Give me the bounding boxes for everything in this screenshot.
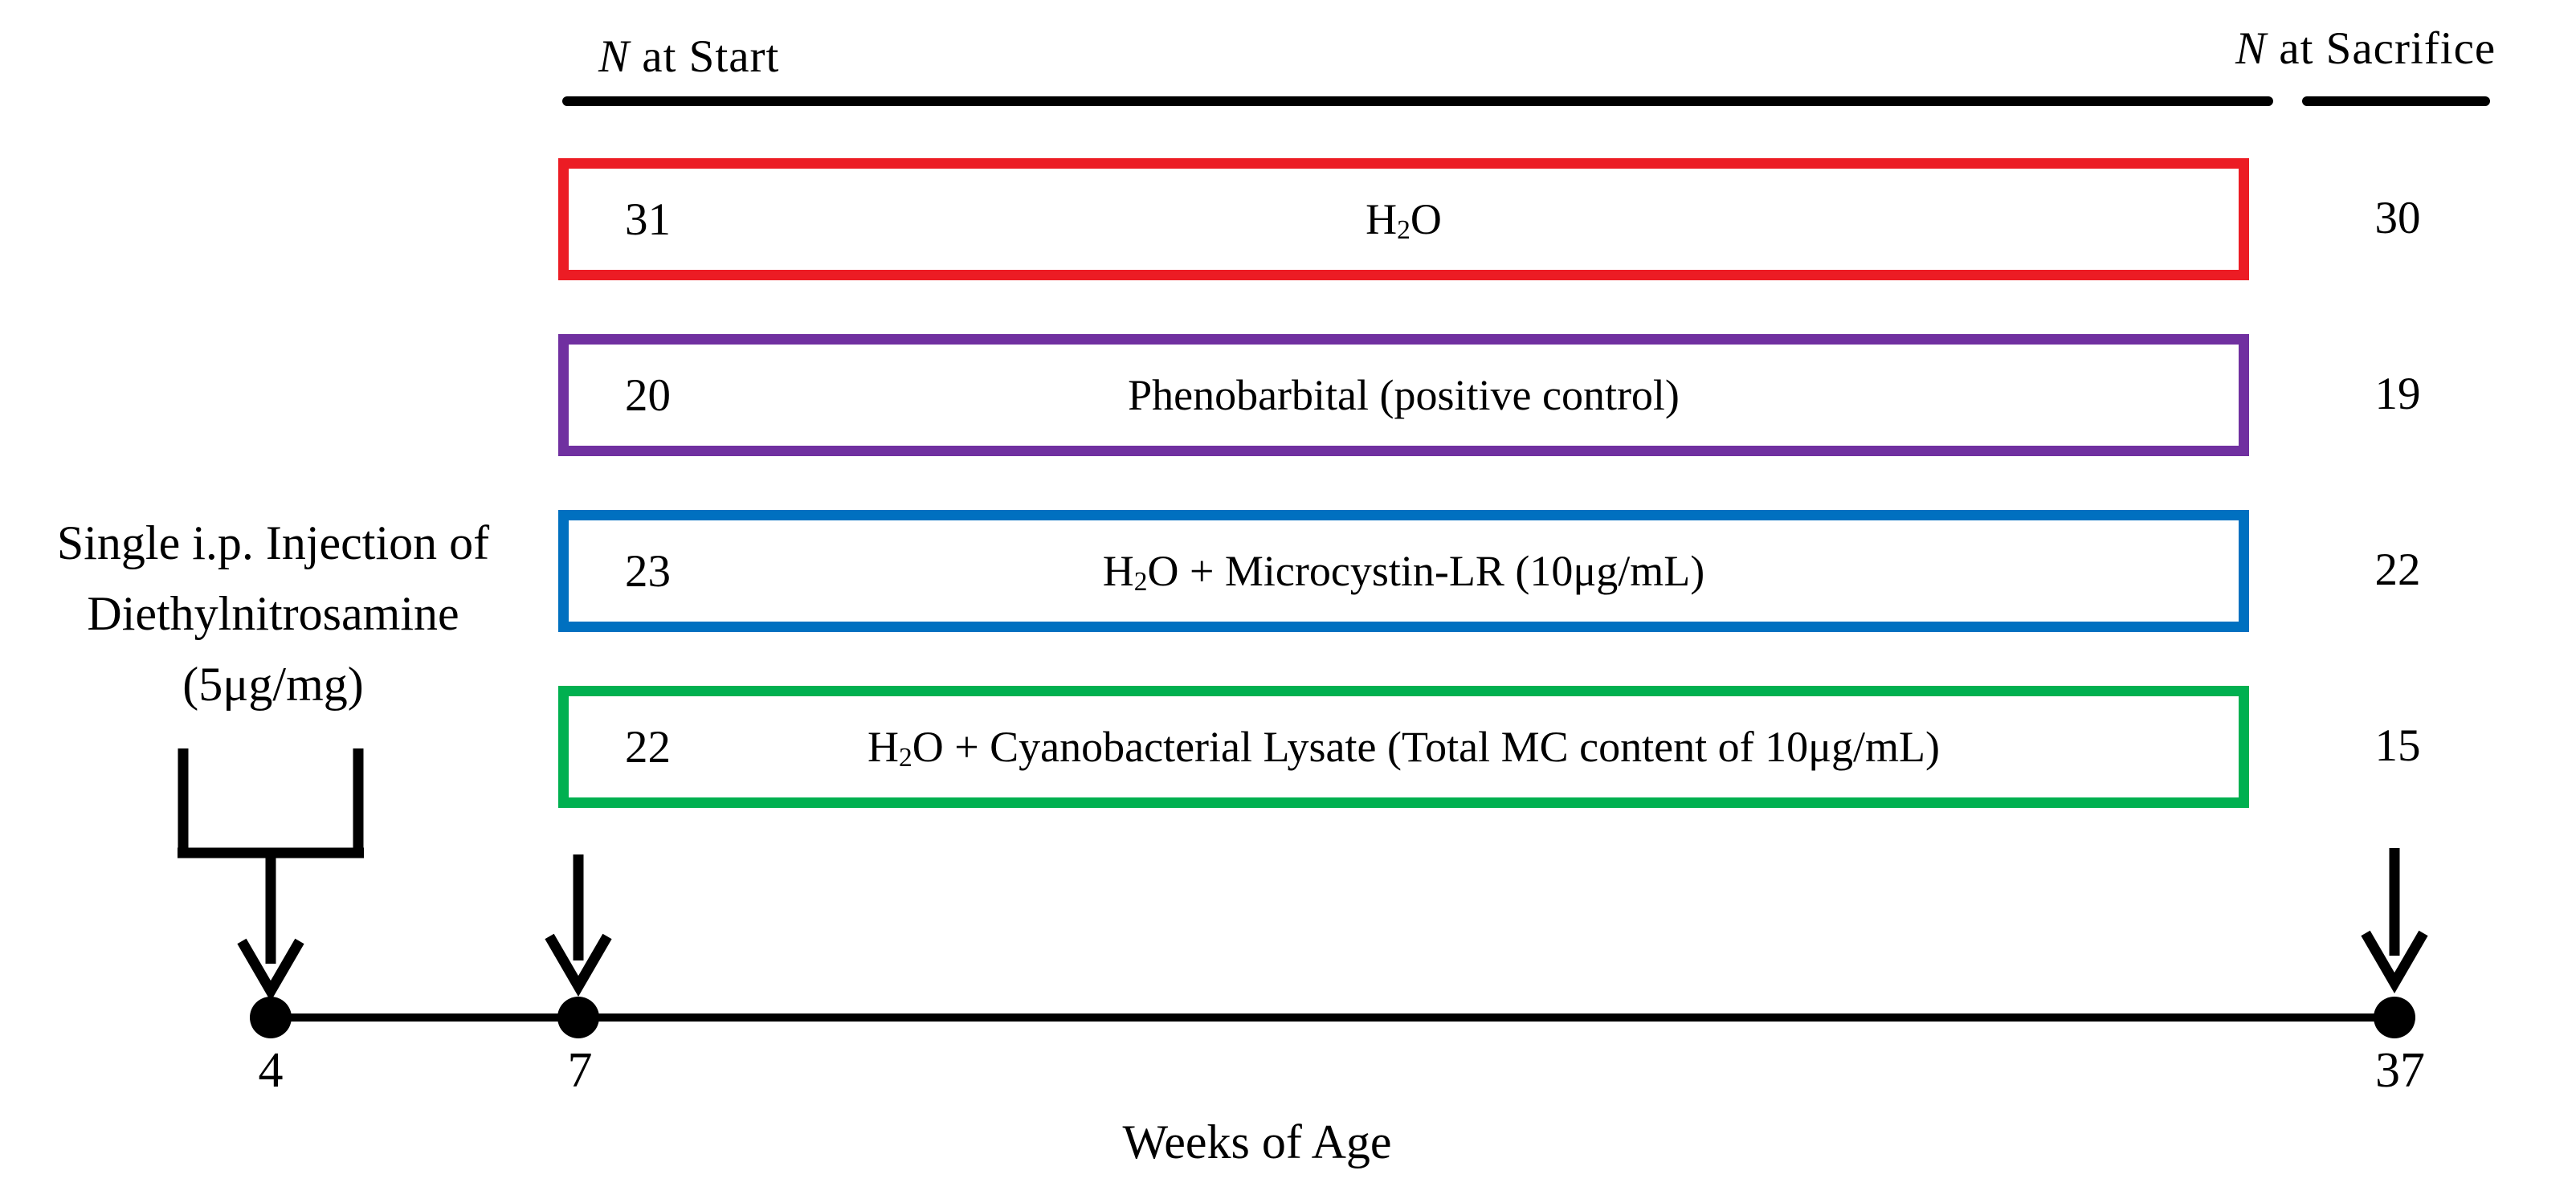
treatment-group-box-green: 22 H2O + Cyanobacterial Lysate (Total MC…	[558, 686, 2249, 808]
timeline-dot-week37	[2374, 997, 2415, 1038]
n-at-sacrifice-text: at Sacrifice	[2267, 23, 2496, 74]
n-at-sacrifice-header: N at Sacrifice	[2235, 22, 2496, 75]
group-n-start-value: 23	[625, 545, 671, 597]
n-at-start-text: at Start	[630, 31, 780, 82]
injection-bracket	[178, 748, 364, 858]
timeline-axis-label: Weeks of Age	[1122, 1115, 1392, 1168]
tick-label-week4: 4	[258, 1043, 284, 1098]
n-at-start-header: N at Start	[598, 31, 779, 83]
group-treatment-label: Phenobarbital (positive control)	[1128, 371, 1680, 419]
injection-note-line-1: Single i.p. Injection of	[56, 516, 490, 569]
injection-note-line-2: Diethylnitrosamine	[87, 587, 459, 640]
injection-arrowhead-icon	[237, 938, 304, 1001]
injection-note: Single i.p. Injection of Diethylnitrosam…	[8, 508, 538, 720]
group-treatment-label: H2O + Cyanobacterial Lysate (Total MC co…	[867, 723, 1941, 773]
group-n-sacrifice-value: 22	[2374, 544, 2421, 595]
group-treatment-label: H2O	[1366, 195, 1442, 246]
treatment-group-box-red: 31 H2O	[558, 158, 2249, 280]
treatment-group-box-purple: 20 Phenobarbital (positive control)	[558, 334, 2249, 456]
start-column-underline	[562, 96, 2273, 106]
tick-label-week37: 37	[2375, 1043, 2425, 1098]
week7-arrowhead-icon	[545, 933, 612, 997]
group-n-start-value: 20	[625, 369, 671, 421]
n-italic: N	[598, 31, 631, 82]
sacrifice-column-underline	[2302, 96, 2490, 106]
injection-note-line-3: (5μg/mg)	[182, 658, 364, 711]
timeline-dot-week7	[557, 997, 599, 1038]
group-n-start-value: 31	[625, 194, 671, 245]
group-n-sacrifice-value: 19	[2374, 369, 2421, 419]
group-n-sacrifice-value: 15	[2374, 720, 2421, 771]
n-italic: N	[2235, 23, 2268, 74]
timeline-dot-week4	[250, 997, 292, 1038]
group-treatment-label: H2O + Microcystin-LR (10μg/mL)	[1102, 547, 1705, 597]
group-n-sacrifice-value: 30	[2374, 193, 2421, 243]
treatment-group-box-blue: 23 H2O + Microcystin-LR (10μg/mL)	[558, 510, 2249, 632]
sacrifice-arrowhead-icon	[2361, 930, 2428, 993]
group-n-start-value: 22	[625, 721, 671, 773]
tick-label-week7: 7	[567, 1043, 593, 1098]
